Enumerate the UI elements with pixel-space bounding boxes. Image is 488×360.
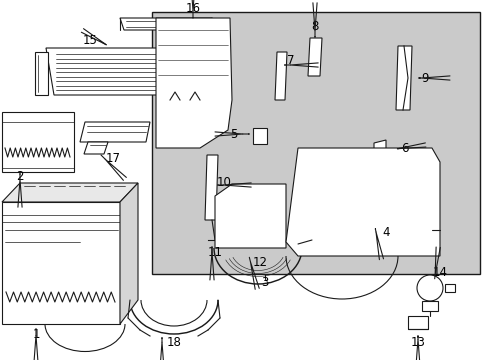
Bar [444, 284, 454, 292]
Text: 11: 11 [207, 246, 222, 258]
Polygon shape [35, 52, 48, 95]
Text: 7: 7 [286, 54, 294, 67]
Polygon shape [46, 48, 170, 95]
Text: 5: 5 [230, 127, 237, 140]
Text: 16: 16 [185, 3, 200, 15]
Polygon shape [274, 52, 286, 100]
Text: 18: 18 [166, 336, 181, 348]
Bar [421, 301, 437, 311]
Circle shape [416, 275, 442, 301]
Text: 1: 1 [32, 328, 40, 341]
Text: 4: 4 [382, 225, 389, 238]
Text: 3: 3 [261, 275, 268, 288]
Text: 9: 9 [420, 72, 428, 85]
Text: 6: 6 [401, 141, 408, 154]
Text: 15: 15 [82, 33, 97, 46]
Text: 8: 8 [311, 21, 318, 33]
Polygon shape [373, 140, 385, 160]
Text: 13: 13 [410, 336, 425, 348]
Polygon shape [395, 46, 411, 110]
Text: 17: 17 [105, 152, 120, 165]
Polygon shape [156, 18, 231, 148]
Polygon shape [307, 38, 321, 76]
Polygon shape [285, 148, 439, 256]
Bar [152, 12, 479, 274]
Polygon shape [120, 183, 138, 324]
Text: 14: 14 [431, 266, 447, 279]
Polygon shape [215, 184, 285, 248]
Polygon shape [120, 18, 216, 30]
Bar [2, 112, 74, 172]
Polygon shape [80, 122, 150, 142]
Text: 10: 10 [216, 175, 231, 189]
Bar [2, 202, 120, 324]
Bar [407, 316, 427, 329]
Text: 2: 2 [16, 170, 24, 183]
Polygon shape [2, 183, 138, 202]
Polygon shape [84, 142, 108, 154]
Text: 12: 12 [252, 256, 267, 269]
Bar [252, 128, 266, 144]
Polygon shape [204, 155, 218, 220]
